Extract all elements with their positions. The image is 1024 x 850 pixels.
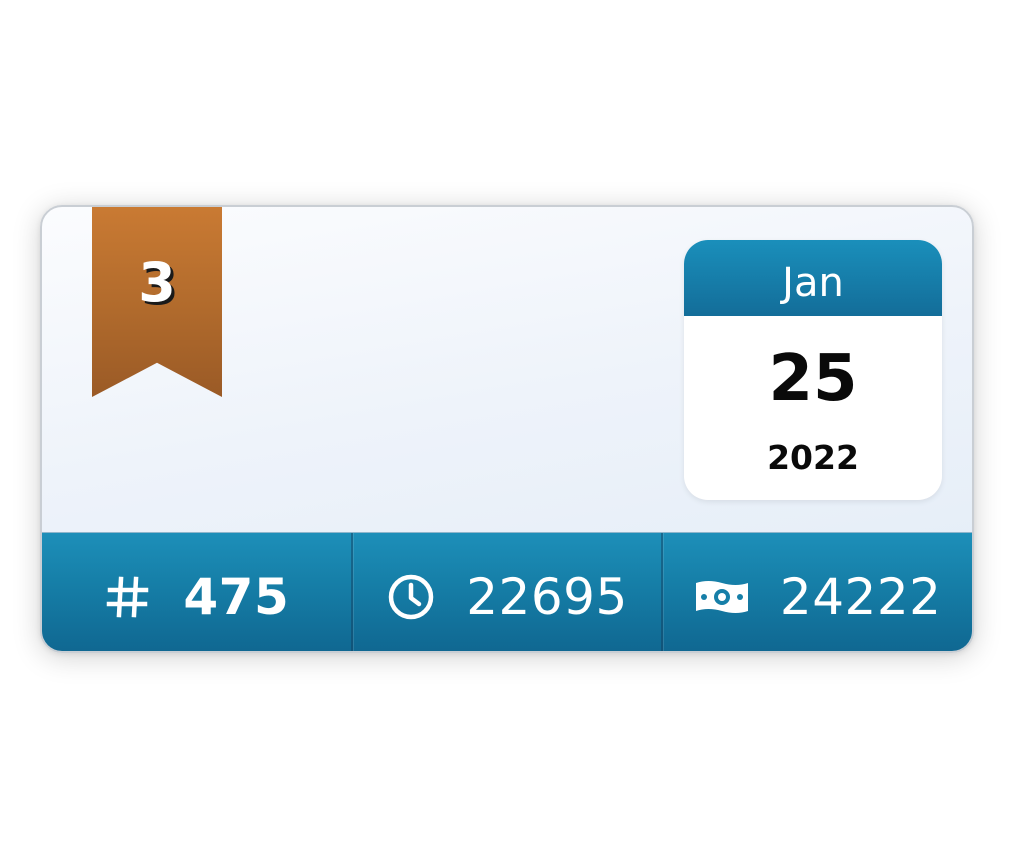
rank-ribbon bbox=[42, 207, 222, 417]
date-year: 2022 bbox=[767, 438, 859, 477]
stat-money-value: 24222 bbox=[779, 567, 942, 626]
stat-time: 22695 bbox=[350, 533, 662, 651]
rank-number: 3 bbox=[138, 251, 176, 314]
date-badge: Jan 25 2022 bbox=[684, 240, 942, 500]
stat-time-value: 22695 bbox=[466, 567, 628, 626]
hash-icon bbox=[103, 572, 153, 622]
date-month: Jan bbox=[684, 240, 942, 316]
leaderboard-card[interactable]: 3 Jan 25 2022 475 bbox=[40, 205, 974, 653]
stats-bar: 475 22695 bbox=[42, 532, 972, 651]
stat-count-value: 475 bbox=[183, 567, 290, 626]
clock-icon bbox=[386, 572, 436, 622]
stat-money: 24222 bbox=[661, 533, 972, 651]
stat-count: 475 bbox=[42, 533, 351, 651]
money-bill-icon bbox=[694, 572, 750, 622]
date-day: 25 bbox=[768, 342, 858, 416]
